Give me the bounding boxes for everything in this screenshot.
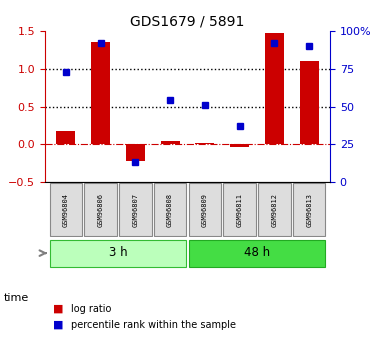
Bar <box>195 143 214 144</box>
FancyBboxPatch shape <box>258 183 291 236</box>
Text: GSM96804: GSM96804 <box>63 193 69 227</box>
FancyBboxPatch shape <box>189 183 221 236</box>
Bar <box>91 42 110 144</box>
Bar <box>126 144 145 161</box>
FancyBboxPatch shape <box>293 183 326 236</box>
Text: percentile rank within the sample: percentile rank within the sample <box>71 320 236 330</box>
Bar <box>230 144 249 147</box>
Bar <box>265 32 284 144</box>
Bar <box>56 131 75 144</box>
FancyBboxPatch shape <box>50 240 186 267</box>
Text: GSM96807: GSM96807 <box>132 193 138 227</box>
Text: ■: ■ <box>53 304 63 314</box>
Text: GSM96812: GSM96812 <box>272 193 278 227</box>
FancyBboxPatch shape <box>50 183 82 236</box>
Text: log ratio: log ratio <box>71 304 112 314</box>
FancyBboxPatch shape <box>119 183 152 236</box>
Text: GSM96808: GSM96808 <box>167 193 173 227</box>
Text: time: time <box>4 294 29 303</box>
Text: GSM96809: GSM96809 <box>202 193 208 227</box>
Text: 48 h: 48 h <box>244 246 270 259</box>
Text: ■: ■ <box>53 320 63 330</box>
Bar <box>300 61 319 144</box>
Text: 3 h: 3 h <box>109 246 127 259</box>
Title: GDS1679 / 5891: GDS1679 / 5891 <box>130 14 244 29</box>
Text: GSM96813: GSM96813 <box>306 193 312 227</box>
FancyBboxPatch shape <box>223 183 256 236</box>
FancyBboxPatch shape <box>154 183 186 236</box>
Text: GSM96806: GSM96806 <box>98 193 104 227</box>
Bar <box>160 141 180 144</box>
FancyBboxPatch shape <box>84 183 117 236</box>
FancyBboxPatch shape <box>189 240 326 267</box>
Text: GSM96811: GSM96811 <box>237 193 243 227</box>
